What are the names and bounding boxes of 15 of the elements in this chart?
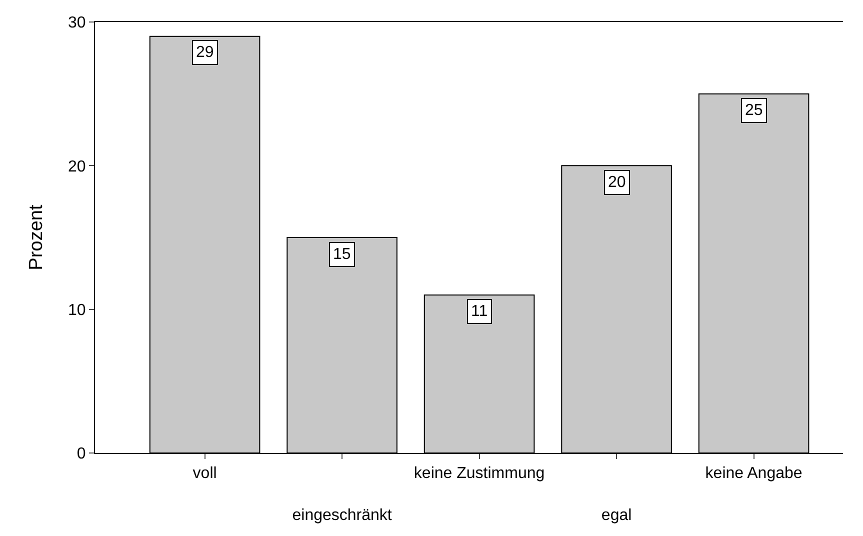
x-tick-label: egal (601, 506, 632, 524)
x-tick-label: voll (192, 465, 217, 482)
y-tick-label: 0 (76, 446, 86, 463)
x-tick-label: eingeschränkt (292, 506, 392, 524)
data-label: 25 (745, 102, 763, 119)
data-label: 15 (333, 246, 351, 263)
data-label: 20 (608, 174, 626, 191)
data-label: 11 (471, 303, 488, 320)
x-tick-label: keine Zustimmung (414, 465, 545, 482)
x-tick-label: keine Angabe (705, 465, 802, 482)
y-tick-label: 30 (68, 14, 86, 32)
data-label: 29 (196, 44, 214, 61)
y-tick-label: 10 (68, 302, 86, 319)
y-tick-label: 20 (68, 158, 86, 176)
y-axis-title: Prozent (26, 204, 47, 270)
